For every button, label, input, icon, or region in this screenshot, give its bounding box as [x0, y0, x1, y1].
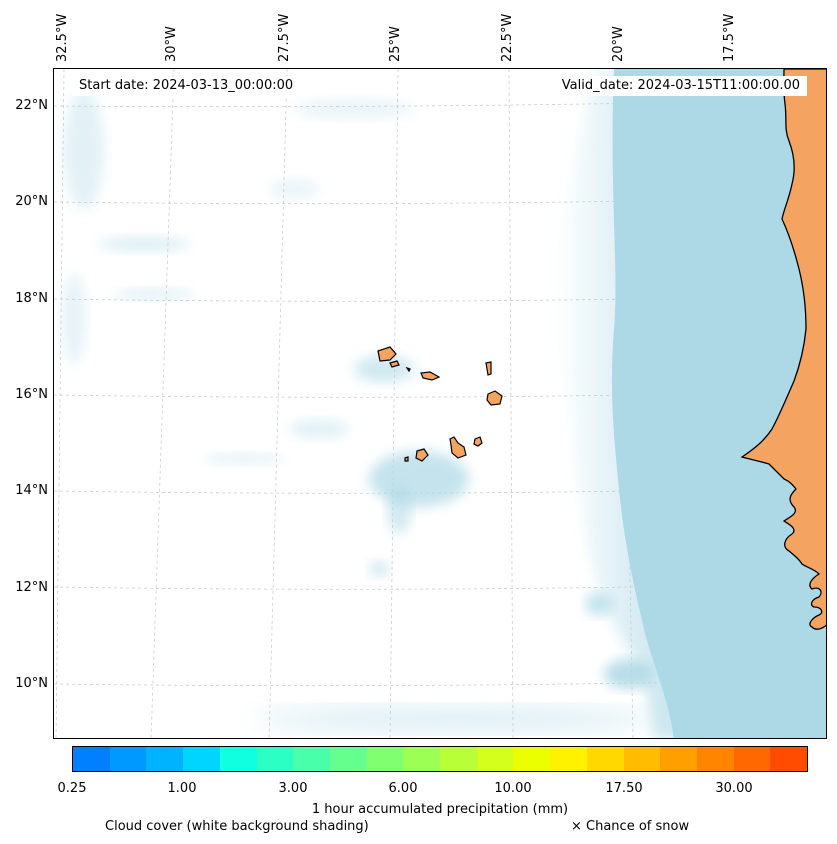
map-panel[interactable] [53, 68, 827, 739]
colorbar-segment [440, 747, 477, 771]
colorbar-segment [586, 747, 624, 771]
colorbar-segment [366, 747, 404, 771]
lon-label-20w: 20°W [611, 26, 626, 62]
colorbar-segment [293, 747, 330, 771]
colorbar-segment [219, 747, 257, 771]
cloud-cover-legend: Cloud cover (white background shading) [105, 819, 369, 834]
lat-label-22n: 22°N [15, 98, 48, 113]
start-date-label: Start date: 2024-03-13_00:00:00 [72, 76, 301, 96]
colorbar-segment [513, 747, 551, 771]
lon-label-30w: 30°W [164, 26, 179, 62]
lat-label-10n: 10°N [15, 676, 48, 691]
map-canvas [54, 69, 826, 738]
colorbar-tick-0-25: 0.25 [57, 781, 87, 796]
lon-label-27-5w: 27.5°W [277, 13, 292, 62]
lat-label-12n: 12°N [15, 580, 48, 595]
land-cape-verde-islands [377, 346, 503, 462]
colorbar-segment [660, 747, 697, 771]
colorbar-tick-1-00: 1.00 [167, 781, 197, 796]
colorbar-tick-3-00: 3.00 [278, 781, 308, 796]
lon-label-17-5w: 17.5°W [722, 13, 737, 62]
colorbar-segment [770, 747, 808, 771]
snow-legend: × Chance of snow [571, 819, 690, 834]
colorbar-tick-17-50: 17.50 [605, 781, 643, 796]
cloud-cover [62, 69, 826, 738]
colorbar-segment [696, 747, 734, 771]
lat-label-18n: 18°N [15, 291, 48, 306]
lon-label-25w: 25°W [388, 26, 403, 62]
colorbar-segment [733, 747, 771, 771]
colorbar-tick-10-00: 10.00 [494, 781, 532, 796]
colorbar-segment [329, 747, 367, 771]
colorbar-title: 1 hour accumulated precipitation (mm) [311, 802, 569, 817]
land-africa-coast [740, 69, 826, 630]
colorbar-segment [623, 747, 661, 771]
colorbar-segment [183, 747, 220, 771]
precipitation-colorbar [72, 746, 808, 772]
lat-label-14n: 14°N [15, 483, 48, 498]
colorbar-segment [146, 747, 184, 771]
colorbar-tick-6-00: 6.00 [388, 781, 418, 796]
lon-label-22-5w: 22.5°W [500, 13, 515, 62]
valid-date-label: Valid_date: 2024-03-15T11:00:00.00 [554, 76, 807, 96]
colorbar-segment [403, 747, 441, 771]
colorbar-segment [256, 747, 294, 771]
lat-label-20n: 20°N [15, 194, 48, 209]
colorbar-segment [476, 747, 514, 771]
colorbar-tick-30-00: 30.00 [715, 781, 753, 796]
colorbar-segment [109, 747, 147, 771]
lon-label-32-5w: 32.5°W [55, 13, 70, 62]
colorbar-segment [73, 747, 110, 771]
lat-label-16n: 16°N [15, 387, 48, 402]
colorbar-segment [550, 747, 587, 771]
